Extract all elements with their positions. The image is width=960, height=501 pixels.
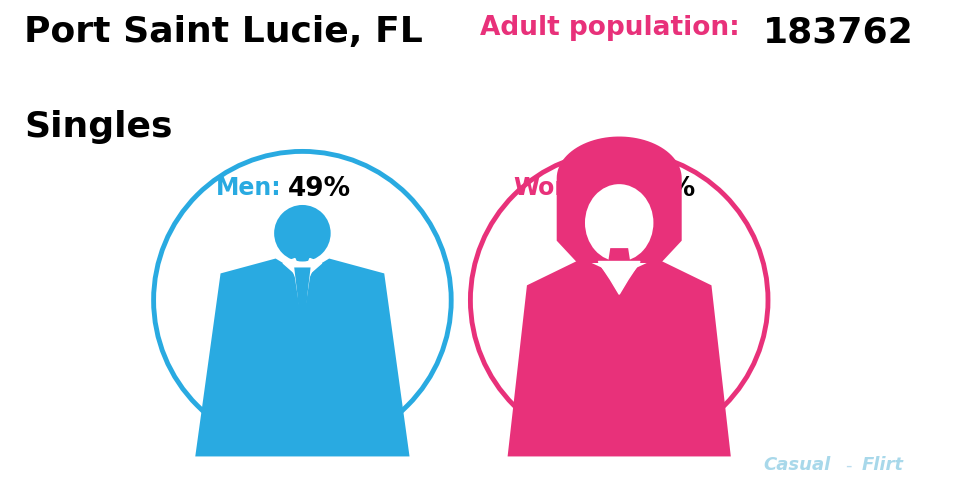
Text: Port Saint Lucie, FL: Port Saint Lucie, FL xyxy=(24,15,422,49)
Ellipse shape xyxy=(275,205,330,262)
Text: Women:: Women: xyxy=(514,175,622,199)
Text: 49%: 49% xyxy=(288,175,351,201)
Text: 183762: 183762 xyxy=(763,15,914,49)
Text: Casual: Casual xyxy=(763,455,830,473)
Polygon shape xyxy=(557,137,682,264)
Polygon shape xyxy=(294,268,311,333)
Polygon shape xyxy=(608,248,631,268)
Polygon shape xyxy=(508,259,731,456)
Text: Singles: Singles xyxy=(24,110,173,144)
Text: -: - xyxy=(845,455,852,473)
Text: 50%: 50% xyxy=(632,175,695,201)
Ellipse shape xyxy=(585,185,654,262)
Polygon shape xyxy=(283,259,322,323)
Text: Flirt: Flirt xyxy=(862,455,904,473)
Text: Men:: Men: xyxy=(216,175,281,199)
Polygon shape xyxy=(598,262,640,295)
Polygon shape xyxy=(195,259,410,456)
Text: Adult population:: Adult population: xyxy=(480,15,740,41)
